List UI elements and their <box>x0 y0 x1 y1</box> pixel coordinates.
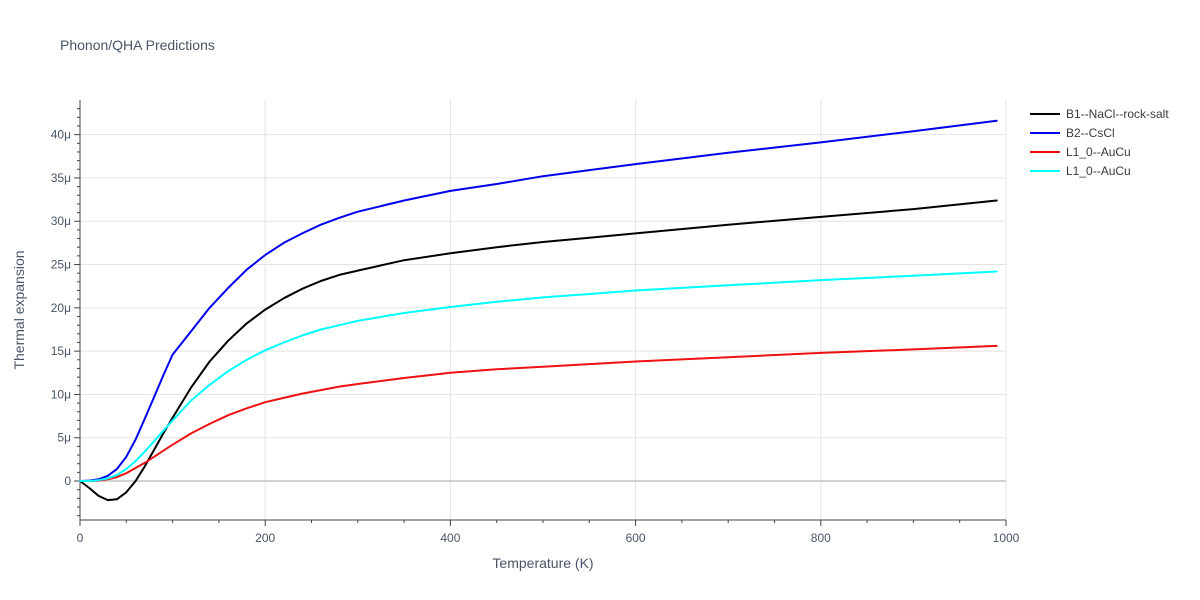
x-tick-label: 1000 <box>993 531 1020 545</box>
legend-label: L1_0--AuCu <box>1066 164 1131 178</box>
tick-labels: 0 200 400 600 800 1000 0 5μ 10μ 15μ 20μ 25μ 30μ 35μ 40… <box>51 128 1020 545</box>
y-tick-label: 0 <box>64 474 71 488</box>
y-tick-label: 20μ <box>51 301 71 315</box>
series-line-2 <box>79 119 998 482</box>
y-axis-title: Thermal expansion <box>11 250 27 369</box>
series-line-1 <box>79 199 998 502</box>
grid <box>80 100 1007 520</box>
legend-label: B2--CsCl <box>1066 126 1115 140</box>
x-tick-label: 800 <box>811 531 831 545</box>
series-line-3 <box>79 344 998 482</box>
y-tick-label: 35μ <box>51 171 71 185</box>
y-tick-label: 10μ <box>51 387 71 401</box>
y-tick-label: 25μ <box>51 258 71 272</box>
series-group <box>79 119 998 502</box>
y-tick-label: 15μ <box>51 344 71 358</box>
x-axis-title: Temperature (K) <box>492 555 593 571</box>
x-tick-label: 0 <box>77 531 84 545</box>
x-tick-label: 600 <box>626 531 646 545</box>
y-tick-label: 40μ <box>51 128 71 142</box>
legend-label: B1--NaCl--rock-salt <box>1066 107 1169 121</box>
series-line-4 <box>79 270 998 482</box>
y-tick-label: 30μ <box>51 214 71 228</box>
y-tick-label: 5μ <box>57 431 71 445</box>
legend: B1--NaCl--rock-salt B2--CsCl L1_0--AuCu L1_… <box>1030 107 1169 178</box>
legend-label: L1_0--AuCu <box>1066 145 1131 159</box>
axes <box>74 100 1007 526</box>
x-tick-label: 400 <box>440 531 460 545</box>
chart-title: Phonon/QHA Predictions <box>60 37 215 53</box>
x-tick-label: 200 <box>255 531 275 545</box>
